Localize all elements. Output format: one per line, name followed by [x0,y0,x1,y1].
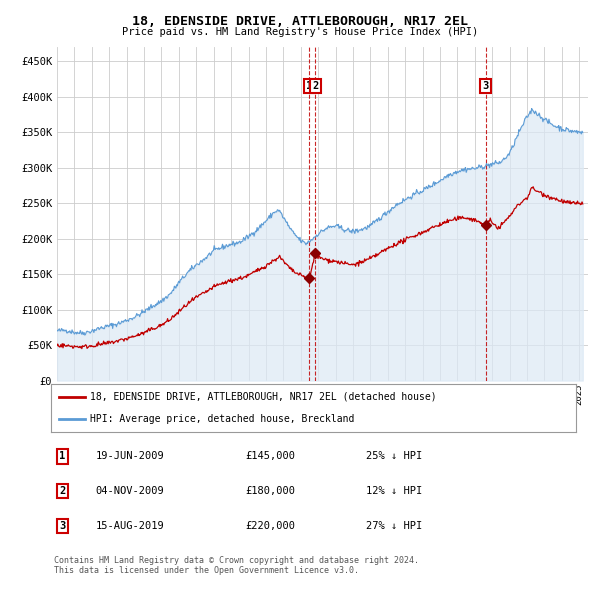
Text: £145,000: £145,000 [245,451,295,461]
Text: 18, EDENSIDE DRIVE, ATTLEBOROUGH, NR17 2EL (detached house): 18, EDENSIDE DRIVE, ATTLEBOROUGH, NR17 2… [91,392,437,402]
Text: Price paid vs. HM Land Registry's House Price Index (HPI): Price paid vs. HM Land Registry's House … [122,27,478,37]
Text: 15-AUG-2019: 15-AUG-2019 [95,521,164,531]
Text: This data is licensed under the Open Government Licence v3.0.: This data is licensed under the Open Gov… [54,566,359,575]
Text: 19-JUN-2009: 19-JUN-2009 [95,451,164,461]
Text: £180,000: £180,000 [245,486,295,496]
Text: 2: 2 [59,486,65,496]
Text: 3: 3 [482,81,489,91]
Text: 04-NOV-2009: 04-NOV-2009 [95,486,164,496]
Text: 1: 1 [59,451,65,461]
Text: 25% ↓ HPI: 25% ↓ HPI [366,451,422,461]
Text: 27% ↓ HPI: 27% ↓ HPI [366,521,422,531]
Text: 2: 2 [312,81,319,91]
Text: HPI: Average price, detached house, Breckland: HPI: Average price, detached house, Brec… [91,414,355,424]
Text: 12% ↓ HPI: 12% ↓ HPI [366,486,422,496]
Text: 1: 1 [305,81,312,91]
Text: 18, EDENSIDE DRIVE, ATTLEBOROUGH, NR17 2EL: 18, EDENSIDE DRIVE, ATTLEBOROUGH, NR17 2… [132,15,468,28]
Text: £220,000: £220,000 [245,521,295,531]
Text: 3: 3 [59,521,65,531]
Text: Contains HM Land Registry data © Crown copyright and database right 2024.: Contains HM Land Registry data © Crown c… [54,556,419,565]
